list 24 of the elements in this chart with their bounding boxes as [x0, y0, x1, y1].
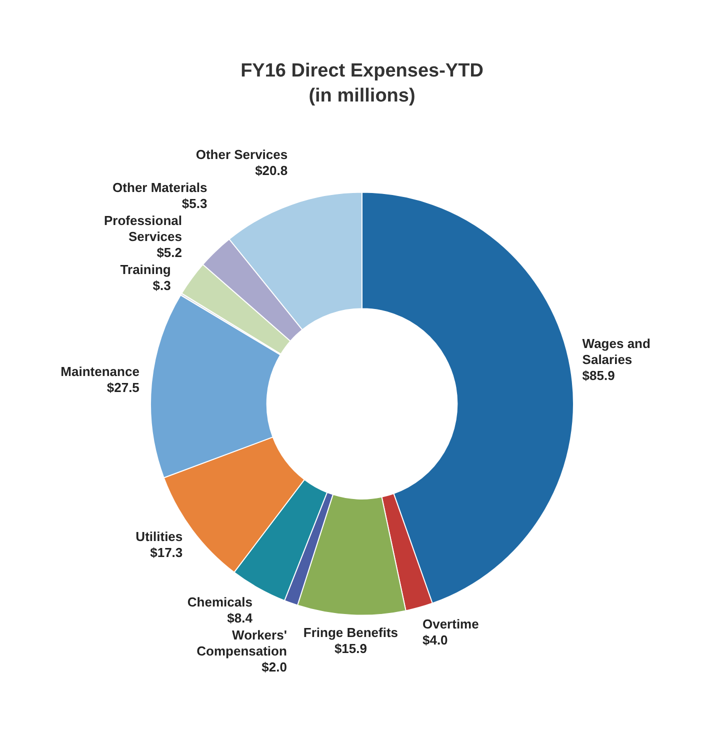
slice-label: Other Services [196, 146, 288, 162]
data-label: $5.2 [156, 244, 182, 260]
data-label: $15.9 [334, 641, 367, 656]
data-label: $8.4 [227, 610, 254, 626]
slice-label: Overtime [422, 616, 479, 632]
data-label: $5.3 [182, 196, 208, 211]
data-label: $27.5 [106, 380, 140, 396]
slice-label: Fringe Benefits [303, 625, 398, 640]
slice-label: Professional Services [104, 212, 182, 244]
chart-title: FY16 Direct Expenses-YTD [240, 60, 484, 82]
slice-label: Training [120, 262, 171, 277]
slice-label: Workers' Compensation [196, 628, 287, 659]
data-label: $4.0 [422, 632, 448, 648]
slice-label: Other Materials [112, 180, 208, 195]
data-label: $17.3 [150, 544, 183, 560]
slice-label: Utilities [136, 528, 183, 544]
slice-label: Maintenance [60, 364, 140, 380]
slice-label: Chemicals [187, 594, 252, 610]
slice-label: Wages and Salaries [582, 336, 650, 368]
data-label: $85.9 [582, 368, 615, 384]
data-label: $20.8 [255, 162, 288, 178]
data-label: $.3 [152, 278, 171, 293]
chart-subtitle: (in millions) [308, 85, 416, 106]
data-label: $2.0 [262, 660, 287, 675]
